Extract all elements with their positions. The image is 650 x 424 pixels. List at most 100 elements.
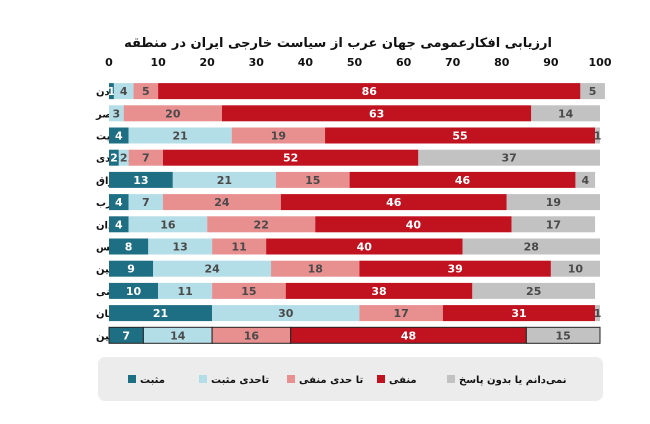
data-label: 48	[401, 329, 416, 342]
bar-segment	[212, 238, 267, 255]
bar-segment	[128, 194, 164, 211]
chart-title: ارزیابی افکارعمومی جهان عرب از سیاست خار…	[124, 36, 552, 51]
legend-swatch	[377, 375, 385, 383]
bar-segment	[109, 105, 124, 122]
legend-swatch	[447, 375, 455, 383]
legend-label: نمی‌دانم یا بدون پاسخ	[459, 375, 567, 386]
data-label: 4	[581, 174, 589, 187]
x-tick-label: 10	[150, 56, 166, 69]
bar-segment	[109, 305, 213, 322]
bar-segment	[595, 305, 600, 322]
bar-segment	[109, 171, 173, 188]
x-tick-label: 20	[200, 56, 216, 69]
data-label: 1	[594, 130, 602, 143]
x-axis-ticks: 0 10 20 30 40 50 60 70 80 90 100	[105, 56, 612, 69]
data-label: 13	[173, 241, 188, 254]
data-label: 37	[502, 152, 517, 165]
data-label: 18	[308, 263, 323, 276]
bar-segment	[153, 260, 272, 277]
bar-segment	[580, 83, 605, 100]
x-tick-label: 0	[105, 56, 113, 69]
bar-segment	[595, 127, 600, 144]
data-label: 3	[113, 107, 121, 120]
bar-segment	[212, 305, 360, 322]
legend-label: منفی	[389, 375, 417, 386]
data-label: 19	[546, 196, 561, 209]
data-label: 17	[546, 218, 561, 231]
legend: مثبت تاحدی مثبت تا حدی منفی منفی نمی‌دانم یا…	[98, 357, 603, 401]
bar-segment	[359, 260, 551, 277]
bar-segment	[285, 282, 473, 299]
x-tick-label: 70	[445, 56, 461, 69]
x-tick-label: 60	[396, 56, 412, 69]
bar-segment	[418, 149, 600, 166]
bar-segment	[472, 282, 596, 299]
data-label: 21	[173, 130, 188, 143]
x-tick-label: 30	[249, 56, 265, 69]
data-label: 63	[369, 107, 384, 120]
bar-segment	[128, 216, 208, 233]
x-tick-label: 50	[347, 56, 363, 69]
data-label: 38	[371, 285, 386, 298]
category-label: اردن	[96, 87, 119, 98]
legend-box	[98, 357, 603, 401]
legend-label: مثبت	[140, 375, 165, 386]
bar-segment	[550, 260, 600, 277]
bar-segment	[349, 171, 576, 188]
data-label: 15	[305, 174, 320, 187]
data-label: 5	[589, 85, 597, 98]
category-labels: اردنمصرکویتعربستان سعودیعراقمغربسودانتون…	[95, 87, 179, 342]
x-tick-label: 90	[543, 56, 559, 69]
bar-segment	[163, 149, 419, 166]
data-label: 46	[386, 196, 402, 209]
category-label: لبنان	[96, 309, 120, 320]
data-label: 25	[526, 285, 541, 298]
data-label: 16	[160, 218, 176, 231]
data-label: 55	[452, 130, 467, 143]
bar-segment	[462, 238, 600, 255]
data-label: 10	[126, 285, 142, 298]
legend-swatch	[128, 375, 136, 383]
data-label: 1	[594, 307, 602, 320]
bar-segment	[109, 194, 129, 211]
bar-segment	[133, 83, 159, 100]
data-label: 14	[170, 329, 186, 342]
legend-swatch	[199, 375, 207, 383]
bar-segment	[525, 326, 601, 344]
bar-segment	[148, 238, 213, 255]
data-label: 4	[115, 130, 123, 143]
bar-segment	[158, 282, 213, 299]
bar-segment	[207, 216, 316, 233]
data-label: 52	[283, 152, 298, 165]
bar-segment	[109, 127, 129, 144]
data-label: 4	[120, 85, 128, 98]
data-label: 46	[455, 174, 471, 187]
bar-segment	[325, 127, 596, 144]
data-label: 17	[393, 307, 408, 320]
data-label: 7	[122, 329, 130, 342]
data-label: 4	[115, 196, 123, 209]
data-label: 8	[125, 241, 133, 254]
data-label: 9	[127, 263, 135, 276]
data-label: 4	[115, 218, 123, 231]
bar-segment	[172, 171, 276, 188]
bar-segment	[123, 105, 222, 122]
bar-segment	[163, 194, 281, 211]
data-label: 86	[362, 85, 378, 98]
bar-segment	[113, 83, 134, 100]
bar-segment	[158, 83, 581, 100]
bar-segment	[128, 149, 164, 166]
x-tick-label: 80	[494, 56, 510, 69]
data-label: 21	[153, 307, 168, 320]
data-label: 5	[142, 85, 150, 98]
bar-segment	[109, 149, 119, 166]
bar-segment	[128, 127, 232, 144]
data-label: 7	[142, 152, 150, 165]
bar-segment	[511, 216, 596, 233]
data-label: 40	[406, 218, 422, 231]
bar-segment	[109, 83, 114, 100]
legend-swatch	[287, 375, 295, 383]
bar-segment	[109, 282, 159, 299]
legend-label: تاحدی مثبت	[211, 375, 269, 386]
